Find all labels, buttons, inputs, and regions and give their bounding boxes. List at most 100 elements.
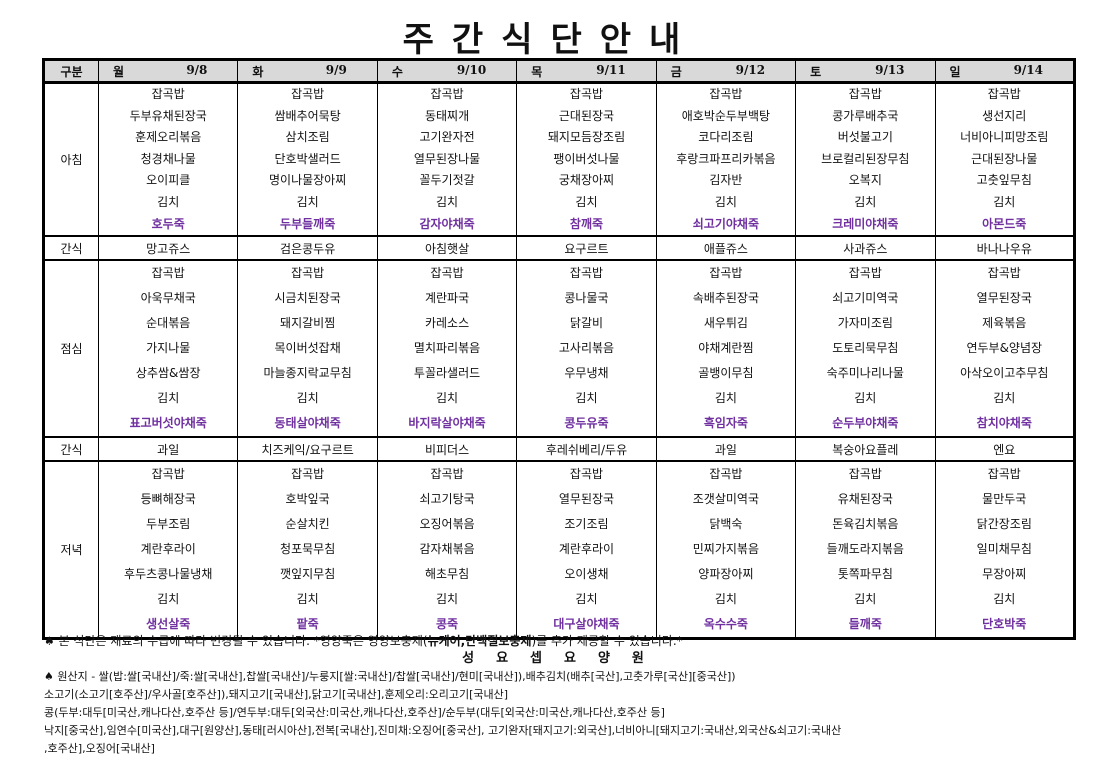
dinner-cell: 잡곡밥 호박잎국 순살치킨 청포묵무침 깻잎지무침 김치 팥죽 [237,460,378,640]
menu-item: 열무된장국 [976,291,1032,306]
weekday: 수 [391,64,403,79]
menu-item: 후랑크파프리카볶음 [676,151,776,166]
menu-item: 김치 [714,592,737,607]
menu-item: 계란후라이 [140,542,196,557]
menu-item: 톳쪽파무침 [837,567,893,582]
lunch-cell: 잡곡밥 계란파국 카레소스 멸치파리볶음 투꼴라샐러드 김치 바지락살야채죽 [376,259,518,438]
menu-item: 잡곡밥 [848,87,882,101]
menu-item: 유채된장국 [837,492,893,507]
menu-item: 쇠고기탕국 [419,492,475,507]
menu-item: 돼지갈비찜 [280,316,336,331]
menu-item: 김치 [436,391,459,406]
meal-label: 아침 [43,82,99,237]
lunch-cell: 잡곡밥 콩나물국 닭갈비 고사리볶음 우무냉채 김치 콩두유죽 [516,259,657,438]
weekday: 목 [531,64,543,79]
menu-item: 양파장아찌 [698,567,754,582]
dinner-cell: 잡곡밥 쇠고기탕국 오징어볶음 감자채볶음 해초무침 김치 콩죽 [376,460,518,640]
menu-item: 잡곡밥 [430,266,464,281]
day-header: 수 9/10 [376,59,518,84]
menu-item: 잡곡밥 [430,467,464,482]
snack2-cell: 복숭아요플레 [795,436,936,462]
lunch-cell: 잡곡밥 시금치된장국 돼지갈비찜 목이버섯잡채 마늘종지락교무침 김치 동태살야채죽 [237,259,378,438]
origin-line: 콩(두부:대두[미국산,캐나다산,호주산 등]/연두부:대두[외국산:미국산,캐… [44,706,665,719]
menu-item: 잡곡밥 [430,87,464,101]
menu-item: 김치 [575,391,598,406]
menu-item: 김치 [436,592,459,607]
menu-item: 우무냉채 [564,366,609,381]
meal-label: 간식 [43,235,99,261]
menu-item: 돼지모듬장조림 [547,130,626,145]
date: 9/12 [735,62,766,77]
date: 9/13 [875,62,905,77]
day-header: 목 9/11 [516,59,657,84]
menu-item: 김치 [157,592,180,607]
menu-item: 고기완자전 [419,130,475,145]
lunch-cell: 잡곡밥 속배추된장국 새우튀김 야채계란찜 골뱅이무침 김치 흑임자죽 [655,259,797,438]
menu-item: 김치 [436,194,459,209]
menu-item: 단호박샐러드 [274,151,341,166]
snack2-cell: 엔요 [934,436,1076,462]
snack2-cell: 과일 [97,436,239,462]
porridge-item: 동태살야채죽 [274,416,341,431]
category-header: 구분 [43,59,99,84]
dinner-cell: 잡곡밥 조갯살미역국 닭백숙 민찌가지볶음 양파장아찌 김치 옥수수죽 [655,460,797,640]
menu-item: 코다리조림 [698,130,754,145]
menu-item: 카레소스 [424,316,470,331]
menu-item: 삼치조림 [285,130,330,145]
menu-item: 순대볶음 [146,316,191,331]
dinner-cell: 잡곡밥 유채된장국 돈육김치볶음 들깨도라지볶음 톳쪽파무침 김치 들깨죽 [795,460,936,640]
menu-item: 오이피클 [146,173,191,188]
menu-item: 김치 [157,194,180,209]
snack1-cell: 바나나우유 [934,235,1076,261]
menu-item: 쌈배추어묵탕 [274,108,341,123]
menu-item: 잡곡밥 [569,467,604,482]
menu-item: 가지나물 [146,341,191,356]
menu-item: 시금치된장국 [274,291,341,306]
menu-item: 김치 [854,391,877,406]
menu-item: 김치 [157,391,180,406]
weekly-menu-table: 구분 월 9/8 화 9/9 수 9/10 목 9/11 금 9/12 토 9/13 일 9/14 아침 잡… [42,58,1076,641]
dinner-cell: 잡곡밥 물만두국 닭간장조림 일미채무침 무장아찌 김치 단호박죽 [934,460,1076,640]
date: 9/14 [1013,62,1043,77]
breakfast-cell: 잡곡밥 생선지리 너비아니피망조림 근대된장나물 고춧잎무침 김치 아몬드죽 [934,82,1076,237]
menu-item: 김치 [993,592,1016,607]
menu-item: 계란파국 [424,291,470,306]
menu-item: 일미채무침 [976,542,1032,557]
snack2-row: 간식 과일 치즈케익/요구르트 비피더스 후레쉬베리/두유 과일 복숭아요플레 엔요 [43,436,1076,462]
menu-item: 꼴두기젓갈 [419,173,475,188]
porridge-item: 단호박죽 [982,617,1027,632]
porridge-item: 바지락살야채죽 [408,416,486,431]
menu-item: 브로컬리된장무침 [821,151,910,166]
menu-item: 명이나물장아찌 [268,173,347,188]
porridge-item: 콩죽 [436,617,459,632]
menu-item: 들깨도라지볶음 [826,542,904,557]
menu-item: 근대된장나물 [971,151,1038,166]
menu-item: 팽이버섯나물 [553,151,620,166]
porridge-item: 감자야채죽 [419,216,475,231]
menu-item: 궁채장아찌 [558,173,615,188]
porridge-item: 참치야채죽 [976,416,1032,431]
menu-item: 후두츠콩나물냉채 [124,567,213,582]
day-header: 화 9/9 [237,59,378,84]
menu-item: 물만두국 [982,492,1027,507]
menu-item: 두부조림 [146,517,191,532]
menu-item: 잡곡밥 [569,87,604,101]
menu-item: 등뼈해장국 [140,492,196,507]
menu-item: 잡곡밥 [709,87,743,101]
menu-item: 민찌가지볶음 [692,542,760,557]
menu-item: 두부유채된장국 [129,108,207,123]
menu-item: 연두부&양념장 [966,341,1043,356]
snack2-cell: 과일 [655,436,797,462]
menu-item: 김치 [993,194,1016,209]
menu-item: 닭백숙 [709,517,743,532]
menu-item: 오이생채 [564,567,609,582]
menu-item: 잡곡밥 [569,266,604,281]
menu-item: 깻잎지무침 [280,567,336,582]
porridge-item: 팥죽 [296,617,319,632]
meal-label: 저녁 [43,460,99,640]
menu-item: 생선지리 [982,108,1027,123]
porridge-item: 옥수수죽 [703,617,748,632]
snack1-cell: 아침햇살 [376,235,518,261]
menu-item: 도토리묵무침 [832,341,899,356]
menu-item: 새우튀김 [703,316,748,331]
